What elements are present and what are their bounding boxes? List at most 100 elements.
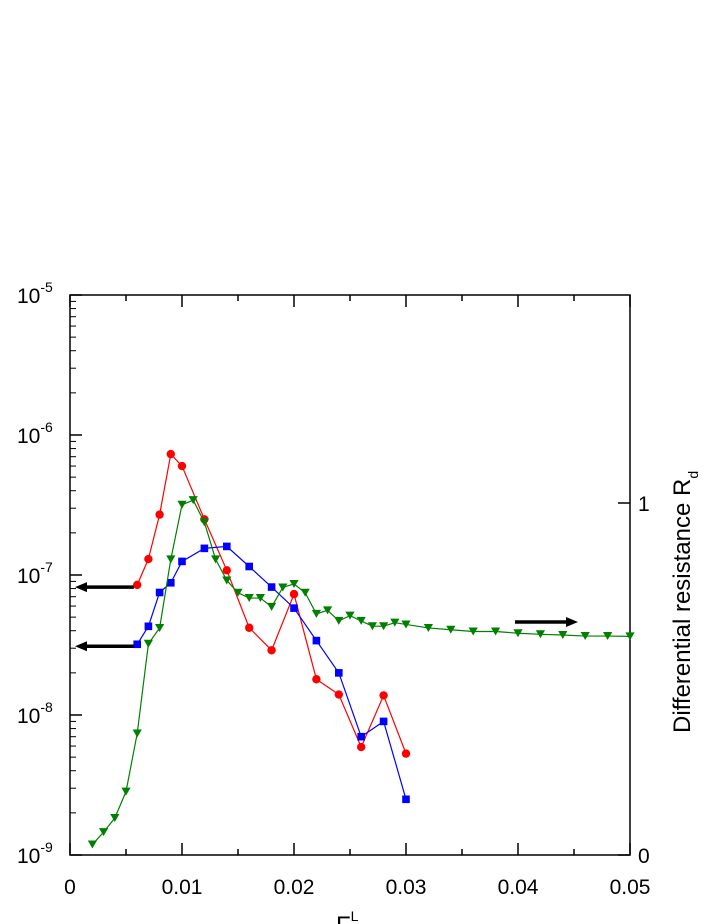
data-point bbox=[625, 632, 635, 641]
y-right-tick-label: 0 bbox=[638, 845, 650, 868]
series-0 bbox=[133, 449, 411, 758]
data-point bbox=[334, 616, 344, 625]
data-point bbox=[311, 609, 321, 618]
data-point bbox=[133, 580, 142, 590]
data-point bbox=[558, 631, 568, 639]
data-point bbox=[345, 611, 355, 620]
tick-labels: 0 0.01 0.02 0.03 0.04 0.0510-910-810-710-610-… bbox=[17, 279, 650, 899]
ticks bbox=[69, 294, 631, 856]
arrow-head bbox=[75, 582, 87, 593]
x-tick-label: 0.05 bbox=[610, 876, 651, 899]
y-left-tick-label: 10-9 bbox=[17, 839, 53, 868]
right-axis-title-main: Differential resistance R bbox=[669, 479, 696, 733]
y-left-tick-exponent: -5 bbox=[40, 279, 53, 295]
data-point bbox=[177, 461, 187, 471]
data-point bbox=[155, 588, 164, 597]
data-point bbox=[188, 496, 198, 505]
data-point bbox=[223, 542, 231, 551]
y-left-tick-label: 10-7 bbox=[17, 559, 53, 588]
data-point bbox=[211, 555, 221, 564]
data-point bbox=[367, 622, 377, 631]
data-point bbox=[233, 588, 243, 597]
y-left-tick-base: 10 bbox=[17, 845, 40, 868]
data-point bbox=[603, 632, 613, 641]
data-point bbox=[356, 616, 366, 625]
x-axis-title-main: F bbox=[336, 912, 351, 924]
x-tick-label: 0.03 bbox=[386, 876, 427, 899]
y-left-tick-label: 10-8 bbox=[17, 699, 53, 728]
y-left-tick-exponent: -6 bbox=[40, 419, 53, 435]
x-tick-label: 0 bbox=[64, 876, 76, 899]
y-left-tick-exponent: -8 bbox=[40, 699, 53, 715]
x-tick-label: 0.04 bbox=[498, 876, 539, 899]
y-left-tick-base: 10 bbox=[17, 285, 40, 308]
data-point bbox=[289, 589, 299, 599]
series-2 bbox=[87, 496, 635, 849]
x-tick-label: 0.01 bbox=[162, 876, 203, 899]
data-point bbox=[167, 578, 175, 587]
arrow-head bbox=[75, 641, 87, 652]
data-point bbox=[143, 639, 153, 648]
data-point bbox=[267, 583, 276, 591]
data-point bbox=[199, 518, 209, 527]
y-left-tick-label: 10-5 bbox=[17, 279, 53, 308]
data-point bbox=[245, 623, 254, 632]
data-point bbox=[357, 732, 365, 741]
data-point bbox=[323, 606, 333, 615]
data-point bbox=[245, 562, 253, 571]
x-tick-label: 0.02 bbox=[274, 876, 315, 899]
data-point bbox=[334, 690, 343, 699]
right-axis-title-subscript: d bbox=[685, 471, 701, 479]
data-point bbox=[177, 500, 187, 509]
data-point bbox=[178, 557, 186, 566]
arrow-head bbox=[566, 616, 578, 627]
series-line bbox=[91, 499, 631, 845]
data-point bbox=[290, 604, 298, 612]
data-point bbox=[87, 840, 97, 849]
data-point bbox=[166, 449, 175, 459]
plot-frame bbox=[69, 294, 631, 856]
annotation-layer bbox=[75, 582, 578, 652]
right-axis-title: Differential resistance Rd bbox=[669, 471, 701, 733]
series-1 bbox=[133, 542, 410, 804]
data-point bbox=[446, 625, 456, 634]
plot-area bbox=[69, 294, 631, 856]
data-point bbox=[267, 646, 276, 655]
data-point bbox=[535, 630, 545, 639]
data-point bbox=[312, 675, 321, 684]
data-point bbox=[312, 636, 321, 645]
data-point bbox=[99, 828, 109, 837]
data-point bbox=[200, 544, 209, 553]
data-point bbox=[255, 594, 265, 603]
y-right-tick-label: 1 bbox=[638, 493, 650, 516]
x-axis-title: FL bbox=[336, 908, 359, 924]
data-point bbox=[289, 579, 299, 588]
data-point bbox=[244, 594, 254, 603]
data-point bbox=[155, 510, 164, 519]
data-point bbox=[379, 622, 389, 631]
data-point bbox=[468, 627, 478, 636]
data-point bbox=[155, 623, 165, 632]
data-point bbox=[491, 627, 501, 636]
data-point bbox=[222, 566, 231, 575]
axis-arrow bbox=[75, 641, 134, 652]
data-point bbox=[300, 588, 310, 597]
data-point bbox=[110, 814, 120, 823]
data-point bbox=[379, 717, 388, 726]
data-point bbox=[267, 602, 277, 611]
y-left-tick-base: 10 bbox=[17, 705, 40, 728]
axis-arrow bbox=[75, 582, 134, 593]
data-point bbox=[379, 691, 388, 700]
data-point bbox=[402, 795, 410, 804]
data-point bbox=[580, 632, 590, 641]
y-left-tick-exponent: -7 bbox=[40, 559, 53, 575]
x-axis-title-superscript: L bbox=[351, 908, 359, 924]
data-point bbox=[513, 629, 523, 638]
data-point bbox=[121, 787, 131, 796]
data-point bbox=[144, 554, 153, 564]
data-point bbox=[133, 640, 141, 649]
data-point bbox=[222, 576, 232, 585]
data-point bbox=[335, 669, 343, 677]
y-left-tick-base: 10 bbox=[17, 425, 40, 448]
